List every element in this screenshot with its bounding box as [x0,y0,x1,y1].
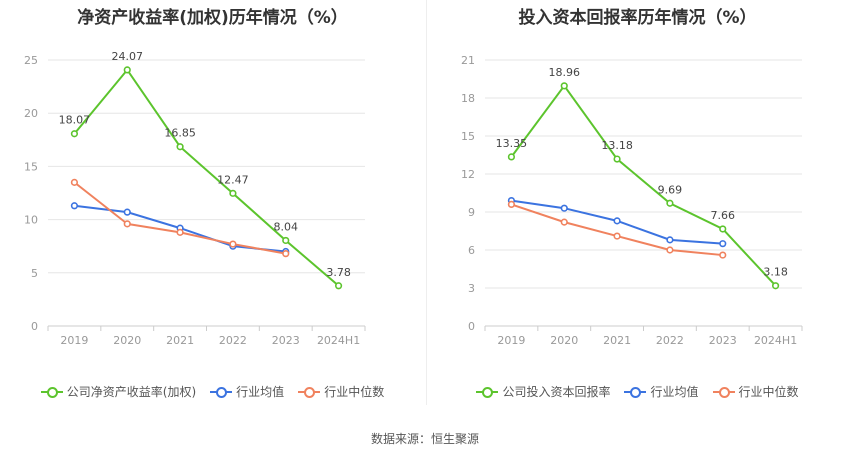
series-line [73,68,340,287]
data-point[interactable] [334,282,343,290]
legend-label: 行业中位数 [738,385,799,399]
data-label: 16.85 [164,127,196,140]
data-label: 12.47 [217,173,249,186]
legend-label: 行业均值 [650,385,699,399]
data-point[interactable] [229,240,237,248]
x-tick-label: 2023 [709,334,737,347]
data-label: 18.96 [549,66,581,79]
y-tick-label: 9 [468,206,475,219]
data-point[interactable] [719,240,727,248]
data-point[interactable] [613,232,621,240]
data-point[interactable] [176,143,184,151]
legend-item[interactable]: 行业中位数 [298,383,384,400]
x-tick-label: 2021 [166,334,194,347]
data-point[interactable] [771,282,780,290]
x-tick-label: 2019 [60,334,88,347]
y-tick-label: 5 [31,267,38,280]
y-tick-label: 18 [461,92,475,105]
data-point[interactable] [70,202,79,210]
x-tick-label: 2023 [272,334,300,347]
legend-item[interactable]: 行业均值 [210,383,284,400]
y-tick-label: 0 [468,320,475,333]
x-tick-label: 2024H1 [317,334,360,347]
legend-label: 公司净资产收益率(加权) [66,385,197,399]
x-tick-label: 2020 [113,334,141,347]
y-tick-label: 15 [24,160,38,173]
data-point[interactable] [719,225,727,233]
legend-label: 行业均值 [236,385,285,399]
data-point[interactable] [176,228,184,236]
y-tick-label: 25 [24,54,38,67]
legend-item[interactable]: 行业中位数 [712,383,799,400]
data-point[interactable] [507,153,516,161]
x-tick-label: 2022 [219,334,247,347]
data-point[interactable] [666,199,674,207]
legend-marker-icon [712,386,735,398]
data-point[interactable] [70,130,79,138]
data-point[interactable] [282,250,290,258]
legend-marker-icon [624,386,647,398]
data-point[interactable] [613,155,621,163]
panel-divider [426,0,427,405]
chart-legend: 公司净资产收益率(加权) 行业均值 行业中位数 [0,383,425,400]
x-tick-label: 2024H1 [754,334,797,347]
y-tick-label: 15 [461,130,475,143]
data-point[interactable] [70,178,79,186]
y-tick-label: 0 [31,320,38,333]
roe-line-chart: 0 5 10 15 20 25 2019 2020 2021 2022 2023 2024H1 18.0… [24,50,366,347]
data-label: 9.69 [658,183,683,196]
legend-item[interactable]: 行业均值 [624,383,699,400]
data-label: 3.18 [763,266,788,279]
x-tick-label: 2019 [497,334,525,347]
data-point[interactable] [123,220,131,228]
legend-item[interactable]: 公司投入资本回报率 [476,383,610,400]
data-point[interactable] [229,189,237,197]
data-point[interactable] [719,251,727,259]
data-point[interactable] [666,246,674,254]
y-tick-label: 10 [24,214,38,227]
chart-title: 净资产收益率(加权)历年情况（%） [77,8,348,28]
data-label: 3.78 [326,266,351,279]
data-label: 8.04 [274,220,299,233]
data-point[interactable] [666,236,674,244]
data-point[interactable] [560,82,568,90]
data-label: 13.18 [601,139,633,152]
legend-marker-icon [298,386,321,398]
series-line [73,181,286,255]
y-tick-label: 12 [461,168,475,181]
data-source-note: 数据来源：恒生聚源 [370,432,479,446]
legend-label: 行业中位数 [324,385,385,399]
x-tick-label: 2021 [603,334,631,347]
data-point[interactable] [282,236,290,245]
series-line [510,84,777,287]
y-tick-label: 21 [461,54,475,67]
y-tick-label: 20 [24,107,38,120]
chart-legend: 公司投入资本回报率 行业均值 行业中位数 [425,383,850,400]
data-label: 7.66 [711,209,736,222]
roic-chart-panel: 投入资本回报率历年情况（%） 0 3 6 9 12 15 18 21 2019 2020 2021 2… [425,0,850,410]
x-tick-label: 2020 [550,334,578,347]
data-label: 24.07 [112,50,144,63]
chart-title: 投入资本回报率历年情况（%） [518,8,757,28]
legend-label: 公司投入资本回报率 [502,385,611,399]
legend-marker-icon [210,386,233,398]
legend-marker-icon [40,386,63,398]
data-point[interactable] [560,204,568,212]
roe-chart-panel: 净资产收益率(加权)历年情况（%） 0 5 10 15 20 25 2019 2020 2021… [0,0,425,410]
y-tick-label: 6 [468,244,475,257]
data-point[interactable] [123,66,131,74]
legend-item[interactable]: 公司净资产收益率(加权) [40,383,197,400]
data-point[interactable] [560,218,568,226]
data-point[interactable] [507,200,516,208]
roic-line-chart: 0 3 6 9 12 15 18 21 2019 2020 2021 2022 2023 2024H1 13… [461,54,803,347]
x-tick-label: 2022 [656,334,684,347]
legend-marker-icon [476,386,499,398]
data-point[interactable] [123,208,131,216]
data-point[interactable] [613,217,621,225]
y-tick-label: 3 [468,282,475,295]
data-label: 18.07 [59,114,91,127]
data-label: 13.35 [496,137,528,150]
